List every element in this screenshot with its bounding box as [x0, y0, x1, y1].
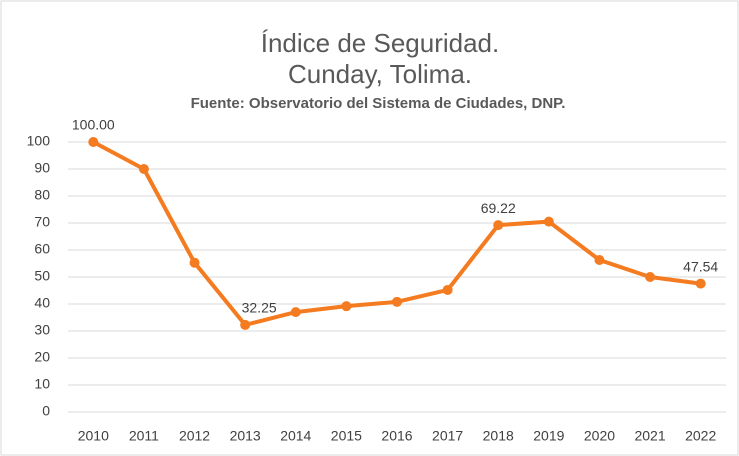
point [392, 296, 402, 307]
chart-title: Cunday, Tolima. [288, 59, 472, 89]
y-tick-label: 50 [34, 268, 50, 284]
point [341, 301, 352, 312]
chart-subtitle: Fuente: Observatorio del Sistema de Ciud… [191, 95, 566, 112]
x-tick-label: 2022 [685, 428, 716, 444]
x-tick-label: 2021 [634, 428, 665, 444]
point [442, 284, 453, 295]
data-label: 69.22 [481, 200, 516, 216]
point [695, 278, 706, 289]
data-label: 100.00 [72, 117, 115, 133]
point [290, 307, 301, 318]
x-tick-label: 2019 [533, 428, 564, 444]
x-tick-label: 2017 [432, 428, 463, 444]
point [138, 164, 149, 174]
x-tick-label: 2012 [179, 428, 210, 444]
point [594, 254, 605, 265]
y-tick-label: 60 [34, 241, 50, 257]
y-tick-label: 100 [27, 133, 51, 149]
x-tick-label: 2020 [584, 428, 615, 444]
data-label: 47.54 [683, 258, 718, 274]
y-tick-label: 80 [34, 187, 50, 203]
x-tick-label: 2016 [381, 428, 412, 444]
point [645, 272, 656, 282]
y-tick-label: 20 [34, 349, 50, 365]
x-tick-label: 2010 [78, 428, 109, 444]
y-tick-label: 70 [34, 214, 50, 230]
x-tick-label: 2015 [331, 428, 362, 444]
point [543, 216, 554, 227]
x-tick-label: 2018 [483, 428, 514, 444]
y-tick-label: 30 [34, 322, 50, 338]
x-tick-label: 2011 [129, 428, 159, 444]
chart-title: Índice de Seguridad. [261, 28, 500, 58]
point [88, 137, 99, 147]
x-tick-label: 2014 [280, 428, 311, 444]
y-tick-label: 0 [42, 403, 50, 419]
x-tick-label: 2013 [230, 428, 261, 444]
data-label: 32.25 [242, 300, 277, 316]
point [189, 257, 200, 268]
point [493, 220, 504, 231]
y-tick-label: 10 [34, 376, 50, 392]
point [240, 319, 251, 330]
y-tick-label: 90 [34, 160, 50, 176]
y-tick-label: 40 [34, 295, 50, 311]
